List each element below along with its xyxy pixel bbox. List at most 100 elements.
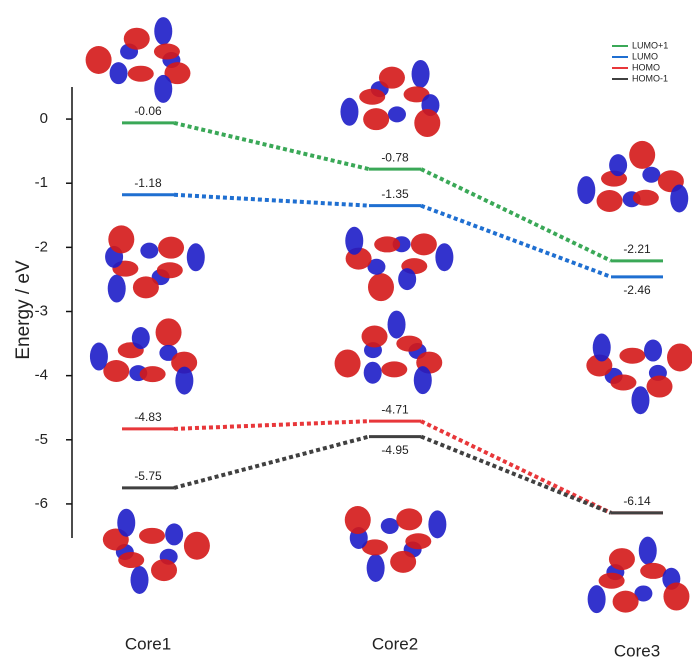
y-tick-label: -3: [35, 302, 48, 319]
level-connector: [174, 421, 369, 429]
legend-label: LUMO: [632, 51, 658, 61]
orbital-lobe: [631, 386, 649, 414]
orbital-lobe: [345, 506, 371, 534]
orbital-lobe: [396, 508, 422, 530]
orbital-lobe: [103, 360, 129, 382]
orbital-lobe: [374, 236, 400, 252]
orbital-lobe: [158, 237, 184, 259]
orbital-lobe: [118, 552, 144, 568]
orbital-lobe: [388, 311, 406, 339]
chart: Energy / eV 0-1-2-3-4-5-6Core1Core2Core3…: [0, 0, 692, 661]
level-label: -1.35: [381, 187, 409, 201]
x-tick-label: Core3: [614, 641, 660, 660]
orbital-lobe: [414, 109, 440, 137]
level-label: -2.21: [623, 242, 651, 256]
orbital-lobe: [411, 233, 437, 255]
orbital-lobe: [609, 548, 635, 570]
orbital-lobe: [613, 591, 639, 613]
orbital-lobe: [364, 362, 382, 384]
orbital-lobe: [642, 167, 660, 183]
level-connector: [421, 421, 611, 513]
orbital-lobe: [367, 554, 385, 582]
orbital-lobe: [139, 528, 165, 544]
orbital-lobe: [609, 154, 627, 176]
orbital-lobe: [128, 66, 154, 82]
level-connector: [174, 195, 369, 206]
y-axis-label: Energy / eV: [13, 260, 34, 360]
level-label: -0.78: [381, 150, 409, 164]
orbital-lobe: [175, 367, 193, 395]
orbital-lobe: [117, 509, 135, 537]
orbital-lobe: [362, 325, 388, 347]
orbital-lobe: [388, 106, 406, 122]
level-label: -2.46: [623, 283, 651, 297]
orbital-lobe: [187, 243, 205, 271]
level-label: -5.75: [134, 469, 162, 483]
legend-label: HOMO-1: [632, 73, 668, 83]
orbital-lobe: [599, 573, 625, 589]
orbital-lobe: [132, 327, 150, 349]
orbital-lobe: [154, 75, 172, 103]
level-connector: [174, 437, 369, 488]
orbital-lobe: [398, 268, 416, 290]
orbital-lobe: [414, 366, 432, 394]
orbital-lobe: [86, 46, 112, 74]
orbital-lobe: [359, 89, 385, 105]
orbital-lobe: [629, 141, 655, 169]
orbital-lobe: [345, 227, 363, 255]
y-tick-label: -1: [35, 174, 48, 191]
orbital-lobe: [577, 176, 595, 204]
level-connector: [421, 437, 611, 513]
x-tick-label: Core1: [125, 634, 171, 653]
orbital-lobe: [593, 334, 611, 362]
x-tick-label: Core2: [372, 634, 418, 653]
orbital-lobe: [154, 44, 180, 60]
orbital-lobe: [412, 60, 430, 88]
orbital-lobe: [670, 185, 688, 213]
orbital-lobe: [131, 566, 149, 594]
orbital-lobe: [335, 349, 361, 377]
legend-label: LUMO+1: [632, 40, 668, 50]
orbital-lobe: [184, 532, 210, 560]
orbital-lobe: [108, 225, 134, 253]
y-tick-label: 0: [40, 110, 48, 127]
orbital-lobe: [154, 17, 172, 45]
orbital-lobe: [151, 559, 177, 581]
orbital-lobe: [140, 366, 166, 382]
orbital-lobe: [390, 551, 416, 573]
orbital-lobe: [140, 243, 158, 259]
level-label: -4.71: [381, 402, 409, 416]
orbital-lobe: [667, 343, 692, 371]
orbital-lobe: [157, 262, 183, 278]
orbital-lobe: [597, 190, 623, 212]
orbital-lobe: [90, 343, 108, 371]
orbital-lobe: [640, 563, 666, 579]
orbital-lobe: [647, 376, 673, 398]
orbital-lobe: [588, 585, 606, 613]
orbital-lobe: [381, 361, 407, 377]
level-label: -4.95: [381, 443, 409, 457]
orbital-lobe: [340, 98, 358, 126]
orbital-lobe: [396, 336, 422, 352]
y-tick-label: -6: [35, 495, 48, 512]
legend-label: HOMO: [632, 62, 660, 72]
y-tick-label: -4: [35, 367, 48, 384]
orbital-lobe: [663, 583, 689, 611]
orbital-lobe: [435, 243, 453, 271]
orbital-lobe: [108, 275, 126, 303]
orbital-lobe: [428, 510, 446, 538]
orbital-lobe: [156, 318, 182, 346]
orbital-lobe: [619, 348, 645, 364]
orbital-lobe: [405, 533, 431, 549]
orbital-lobe: [381, 518, 399, 534]
y-tick-label: -2: [35, 238, 48, 255]
level-connector: [174, 123, 369, 169]
orbital-lobe: [639, 537, 657, 565]
orbital-lobe: [165, 523, 183, 545]
level-label: -1.18: [134, 176, 162, 190]
level-label: -6.14: [623, 494, 651, 508]
orbital-lobe: [644, 340, 662, 362]
orbital-lobe: [133, 276, 159, 298]
orbital-images: [86, 17, 692, 613]
level-label: -0.06: [134, 104, 162, 118]
